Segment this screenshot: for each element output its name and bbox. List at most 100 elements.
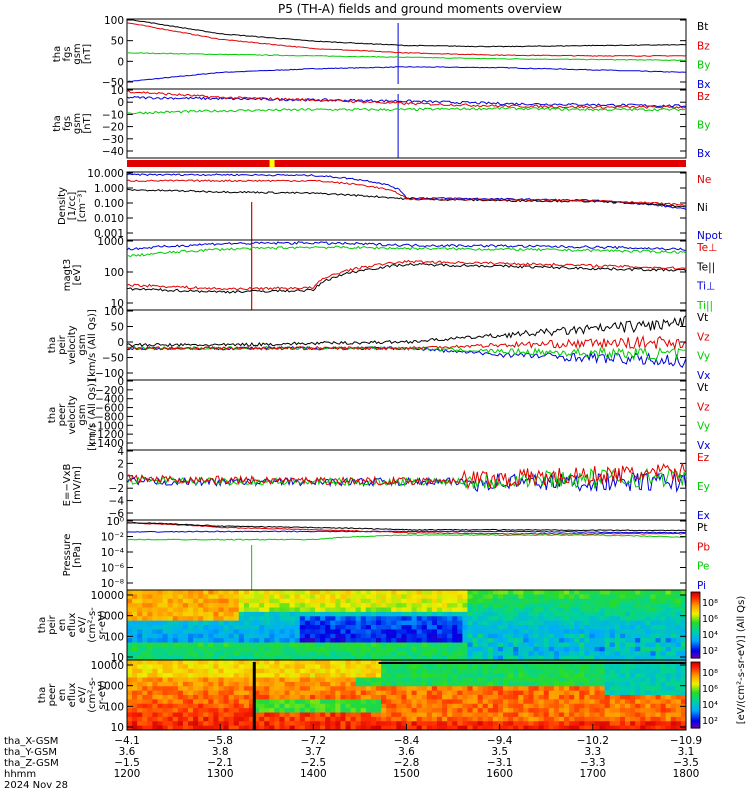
spectrogram-cell: [594, 725, 601, 731]
spectrogram-cell: [462, 712, 468, 718]
spectrogram-cell: [675, 651, 682, 657]
spectrogram-cell: [665, 611, 672, 617]
spectrogram-cell: [650, 695, 657, 700]
spectrogram-cell: [421, 690, 428, 696]
spectrogram-cell: [396, 611, 402, 617]
spectrogram-cell: [625, 590, 631, 595]
spectrogram-cell: [376, 598, 382, 604]
spectrogram-cell: [172, 629, 179, 635]
spectrogram-cell: [574, 633, 580, 639]
spectrogram-cell: [411, 638, 418, 644]
spectrogram-cell: [640, 668, 646, 674]
spectrogram-cell: [675, 708, 682, 714]
spectrogram-cell: [218, 638, 225, 644]
spectrogram-cell: [640, 646, 646, 652]
spectrogram-cell: [538, 686, 545, 692]
spectrogram-cell: [508, 646, 514, 652]
spectrogram-cell: [518, 607, 524, 613]
spectrogram-cell: [594, 673, 601, 679]
spectrogram-cell: [635, 598, 641, 604]
spectrogram-cell: [528, 603, 535, 609]
spectrogram-cell: [431, 611, 438, 617]
spectrogram-cell: [254, 664, 260, 670]
spectrogram-cell: [452, 677, 458, 683]
spectrogram-cell: [533, 616, 540, 622]
spectrogram-cell: [233, 660, 240, 665]
spectrogram-cell: [655, 681, 662, 687]
spectrogram-cell: [569, 686, 575, 692]
spectrogram-cell: [416, 651, 423, 657]
spectrogram-cell: [421, 708, 428, 714]
spectrogram-cell: [325, 603, 331, 609]
spectrogram-cell: [238, 603, 245, 609]
spectrogram-cell: [259, 690, 265, 696]
spectrogram-cell: [223, 633, 230, 639]
legend-label-Te⊥: Te⊥: [696, 242, 717, 254]
spectrogram-cell: [132, 607, 138, 613]
spectrogram-cell: [655, 686, 662, 692]
spectrogram-cell: [259, 603, 265, 609]
spectrogram-cell: [553, 725, 560, 731]
spectrogram-cell: [203, 716, 209, 722]
spectrogram-cell: [619, 611, 626, 617]
spectrogram-cell: [477, 598, 484, 604]
x-row-value: −2.8: [394, 757, 420, 769]
spectrogram-cell: [508, 664, 514, 670]
spectrogram-cell: [594, 703, 601, 709]
spectrogram-cell: [482, 655, 489, 661]
spectrogram-cell: [340, 716, 347, 722]
spectrogram-cell: [157, 607, 164, 613]
spectrogram-cell: [426, 620, 433, 626]
spectrogram-cell: [350, 590, 357, 595]
spectrogram-cell: [619, 668, 626, 674]
spectrogram-cell: [497, 673, 504, 679]
spectrogram-cell: [558, 673, 565, 679]
spectrogram-cell: [248, 699, 255, 705]
spectrogram-cell: [518, 603, 524, 609]
spectrogram-cell: [401, 695, 407, 700]
spectrogram-cell: [508, 695, 514, 700]
spectrogram-cell: [457, 677, 463, 683]
spectrogram-cell: [564, 638, 570, 644]
spectrogram-cell: [340, 642, 347, 648]
spectrogram-cell: [340, 725, 347, 731]
spectrogram-cell: [294, 708, 301, 714]
spectrogram-cell: [248, 712, 255, 718]
spectrogram-cell: [609, 695, 616, 700]
spectrogram-cell: [543, 712, 550, 718]
spectrogram-cell: [462, 646, 468, 652]
spectrogram-cell: [243, 642, 250, 648]
spectrogram-cell: [248, 695, 255, 700]
spectrogram-cell: [355, 629, 362, 635]
spectrogram-cell: [538, 703, 545, 709]
panel-frame: [126, 88, 687, 159]
spectrogram-cell: [401, 677, 407, 683]
spectrogram-cell: [538, 708, 545, 714]
spectrogram-cell: [558, 598, 565, 604]
spectrogram-cell: [381, 633, 387, 639]
spectrogram-cell: [619, 620, 626, 626]
spectrogram-cell: [670, 703, 677, 709]
spectrogram-cell: [614, 699, 621, 705]
spectrogram-cell: [340, 708, 347, 714]
spectrogram-cell: [665, 725, 672, 731]
spectrogram-cell: [147, 616, 153, 622]
y-tick-label: −6: [109, 508, 125, 520]
spectrogram-cell: [335, 668, 341, 674]
spectrogram-cell: [345, 651, 352, 657]
legend-label-Ne: Ne: [697, 174, 711, 186]
spectrogram-cell: [604, 598, 611, 604]
spectrogram-cell: [640, 699, 646, 705]
spectrogram-cell: [299, 708, 306, 714]
spectrogram-cell: [518, 721, 524, 727]
spectrogram-cell: [386, 651, 392, 657]
spectrogram-cell: [548, 655, 555, 661]
spectrogram-cell: [558, 594, 565, 600]
spectrogram-cell: [391, 699, 397, 705]
spectrogram-cell: [619, 699, 626, 705]
spectrogram-cell: [675, 716, 682, 722]
spectrogram-cell: [609, 699, 616, 705]
spectrogram-cell: [274, 716, 280, 722]
spectrogram-cell: [670, 725, 677, 731]
spectrogram-cell: [182, 690, 189, 696]
